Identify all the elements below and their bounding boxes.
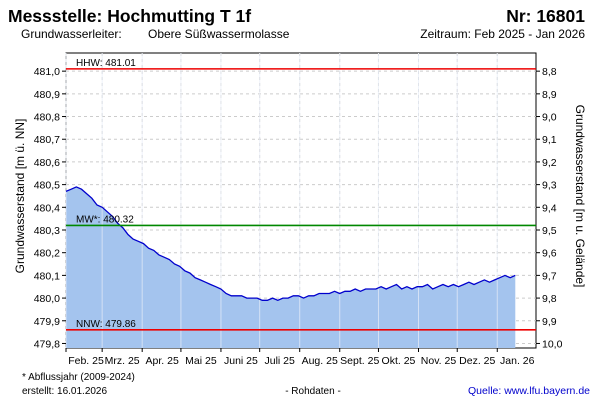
- source-link[interactable]: Quelle: www.lfu.bayern.de: [468, 385, 590, 397]
- water-level-area: [66, 186, 516, 348]
- y-tick-label-left: 480,7: [34, 134, 60, 146]
- station-title: Messstelle: Hochmutting T 1f: [8, 6, 251, 26]
- x-tick-label: Dez. 25: [459, 355, 495, 367]
- y-tick-label-right: 9,7: [542, 270, 557, 282]
- y-tick-label-right: 9,1: [542, 134, 557, 146]
- aquifer-label: Grundwasserleiter:: [21, 27, 122, 41]
- y-tick-label-left: 480,8: [34, 112, 60, 124]
- x-tick-label: Juli 25: [265, 355, 296, 367]
- y-tick-label-left: 480,1: [34, 270, 60, 282]
- x-tick-label: Sept. 25: [340, 355, 379, 367]
- y-tick-label-left: 480,2: [34, 248, 60, 260]
- y-tick-label-right: 8,8: [542, 66, 557, 78]
- y-tick-label-left: 480,3: [34, 225, 60, 237]
- y-tick-label-right: 10,0: [542, 338, 563, 350]
- water-level-series: [65, 53, 516, 348]
- y-tick-label-right: 9,4: [542, 202, 557, 214]
- y-tick-label-left: 480,5: [34, 180, 60, 192]
- axes: 481,0 480,9 480,8 480,7 480,6 480,5 480,4 480,3…: [34, 66, 563, 367]
- x-tick-label: Mai 25: [185, 355, 217, 367]
- created-date: erstellt: 16.01.2026: [22, 386, 107, 397]
- x-tick-label: Mrz. 25: [105, 355, 140, 367]
- y-tick-label-left: 481,0: [34, 66, 60, 78]
- y-tick-label-right: 9,2: [542, 157, 557, 169]
- rawdata-label: - Rohdaten -: [285, 386, 341, 397]
- footnote: * Abflussjahr (2009-2024): [22, 372, 135, 383]
- period-label: Zeitraum: Feb 2025 - Jan 2026: [420, 27, 585, 41]
- y-tick-label-right: 8,9: [542, 89, 557, 101]
- x-tick-label: Jan. 26: [500, 355, 535, 367]
- y-tick-label-right: 9,8: [542, 293, 557, 305]
- x-tick-label: Okt. 25: [382, 355, 416, 367]
- x-tick-label: Nov. 25: [421, 355, 457, 367]
- y-tick-label-right: 9,0: [542, 112, 557, 124]
- y-axis-title-left: Grundwasserstand [m ü. NN]: [13, 119, 27, 274]
- y-axis-title-right: Grundwasserstand [m u. Gelände]: [573, 105, 587, 288]
- station-number: Nr: 16801: [506, 6, 585, 26]
- y-tick-label-left: 480,9: [34, 89, 60, 101]
- x-tick-label: Aug. 25: [302, 355, 338, 367]
- y-tick-label-left: 480,6: [34, 157, 60, 169]
- water-level-line: [65, 186, 516, 302]
- y-tick-label-right: 9,3: [542, 180, 557, 192]
- y-tick-label-right: 9,6: [542, 248, 557, 260]
- x-tick-label: Feb. 25: [68, 355, 104, 367]
- x-tick-label: Juni 25: [224, 355, 258, 367]
- ref-label-mw: MW*: 480.32: [76, 214, 134, 225]
- y-tick-label-left: 479,9: [34, 316, 60, 328]
- y-tick-label-right: 9,9: [542, 316, 557, 328]
- y-tick-label-right: 9,5: [542, 225, 557, 237]
- y-tick-label-left: 480,0: [34, 293, 60, 305]
- x-tick-label: Apr. 25: [146, 355, 179, 367]
- ref-label-nnw: NNW: 479.86: [76, 319, 136, 330]
- y-tick-label-left: 480,4: [34, 202, 60, 214]
- ref-label-hhw: HHW: 481.01: [76, 58, 136, 69]
- y-tick-label-left: 479,8: [34, 338, 60, 350]
- reference-lines: HHW: 481.01 MW*: 480.32 NNW: 479.86: [66, 58, 536, 331]
- aquifer-value: Obere Süßwassermolasse: [148, 27, 290, 41]
